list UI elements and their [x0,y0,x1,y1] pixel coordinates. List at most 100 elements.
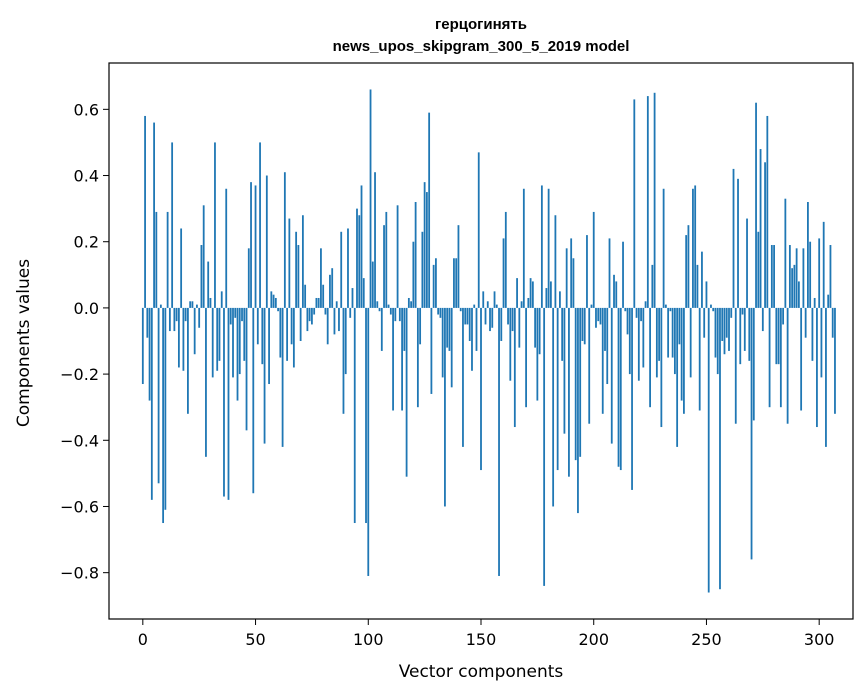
bar [299,307,302,341]
bar [793,264,796,308]
bar [534,307,537,348]
bar [831,307,834,338]
bar [412,241,415,308]
bar [592,211,595,308]
bar [146,307,149,338]
bar [619,307,622,471]
bar [816,307,818,428]
bar [338,307,340,332]
bar [739,307,742,365]
bar [770,245,773,308]
bar [401,307,403,411]
bar [256,307,259,345]
bar [313,307,316,315]
bar [360,185,363,308]
bar [403,307,406,351]
x-tick-label: 150 [466,630,497,649]
bar [202,205,205,308]
bar [622,241,624,308]
bar [786,307,789,424]
bar [261,307,264,365]
bar [797,281,800,308]
bar [748,307,751,361]
bar [423,182,426,308]
bar [730,307,733,318]
bar [773,245,775,308]
bar [223,307,225,497]
bar [766,115,769,308]
bar [750,307,753,560]
bar [649,307,651,408]
bar [419,307,422,345]
bar [628,307,631,375]
y-tick-label: −0.6 [60,497,99,516]
bar [482,291,485,308]
bar [448,307,451,351]
bar [732,168,735,308]
bar [725,307,728,338]
bar [653,92,656,308]
bar [807,202,809,308]
bar [171,142,174,308]
bar [301,215,304,308]
bar [187,307,189,414]
bar [177,307,180,368]
x-tick-label: 300 [804,630,835,649]
bar [809,241,812,308]
bar [811,307,814,361]
bar [182,307,185,371]
y-tick-label: 0.4 [74,167,99,186]
bar [396,205,399,308]
bar [516,278,518,308]
bar [604,307,606,351]
bar [270,291,273,308]
bar [268,307,270,385]
bar [437,307,440,315]
bar [200,245,203,308]
y-tick-label: −0.2 [60,365,99,384]
bar [311,307,313,325]
bar [272,294,275,308]
bar [680,307,683,401]
bar [646,96,649,308]
bar [574,307,577,461]
bar [719,307,721,590]
bar [728,307,730,351]
bar [644,301,647,308]
bar [196,304,198,308]
bar [624,307,627,312]
bar [743,307,746,351]
bar [168,307,171,332]
bar [374,172,376,308]
bar [279,307,282,358]
bar [577,307,579,514]
bar [466,307,469,325]
bar [356,208,358,308]
bar [588,307,591,424]
bar [371,261,374,308]
bar [164,307,167,510]
bar [529,278,532,308]
bar [358,215,361,308]
bar [365,307,367,524]
bar [220,291,223,308]
bar [428,112,431,308]
bar [651,264,654,308]
bar [383,225,385,308]
bar [340,231,343,308]
bar [606,307,609,385]
bar [491,307,494,328]
bar [658,307,661,361]
bar [486,301,489,308]
bar [540,185,543,308]
bar [615,281,618,308]
bar [543,307,546,586]
bar [561,307,564,361]
bar [570,238,573,308]
x-tick-label: 100 [353,630,384,649]
bar [335,301,338,308]
bar [247,248,250,308]
bar [601,307,604,414]
bar [791,268,794,308]
